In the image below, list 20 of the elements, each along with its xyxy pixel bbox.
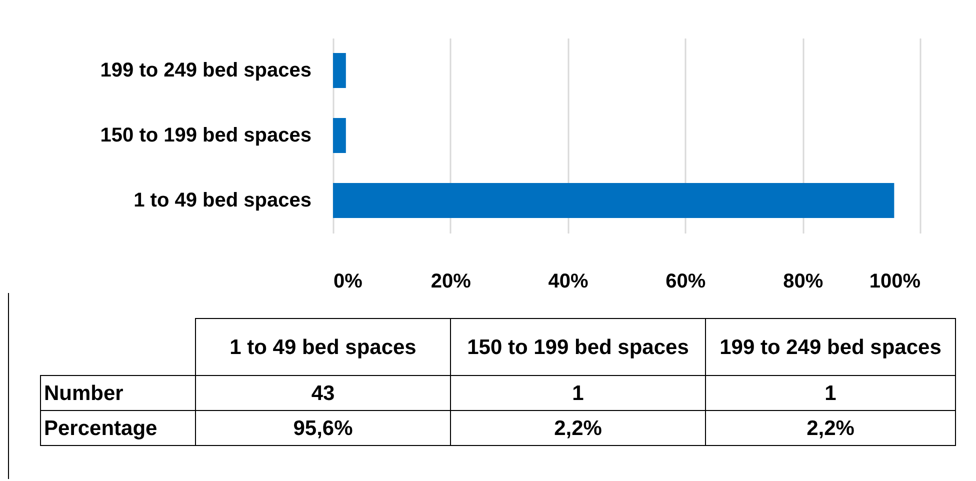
category-label: 150 to 199 bed spaces	[467, 336, 689, 358]
x-tick-label: 60%	[666, 270, 706, 292]
y-tick-label: 199 to 249 bed spaces	[100, 60, 312, 82]
x-tick-label: 40%	[548, 270, 589, 292]
text: 95,6%	[196, 410, 450, 446]
text: Percentage	[40, 410, 196, 446]
text: 2,2%	[450, 410, 706, 446]
text: 43	[196, 376, 450, 410]
y-tick-label: 150 to 199 bed spaces	[100, 124, 312, 146]
x-tick-label: 80%	[783, 270, 824, 292]
category-label: 1 to 49 bed spaces	[230, 336, 416, 358]
text: 1	[706, 376, 956, 410]
text: Number	[40, 376, 196, 410]
x-tick-label: 100%	[869, 270, 921, 292]
text: 1	[450, 376, 706, 410]
x-tick-label: 0%	[334, 270, 363, 292]
category-label: 199 to 249 bed spaces	[720, 336, 942, 358]
x-tick-label: 20%	[430, 270, 472, 292]
text: 2,2%	[706, 410, 956, 446]
y-tick-label: 1 to 49 bed spaces	[134, 190, 312, 212]
